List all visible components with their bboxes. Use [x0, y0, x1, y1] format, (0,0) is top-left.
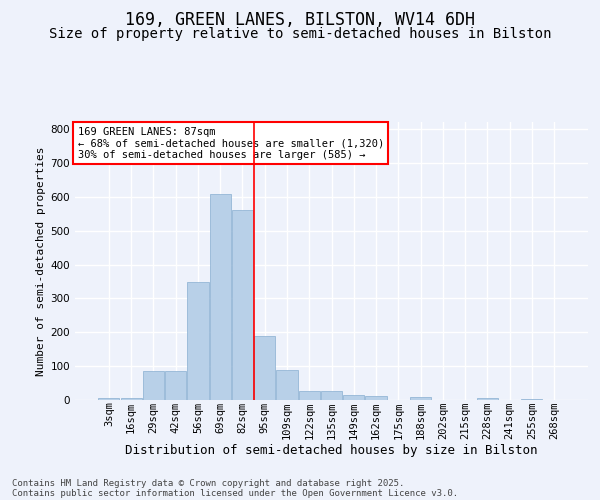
Bar [299, 390, 320, 400]
Bar [121, 398, 142, 400]
Bar [343, 395, 364, 400]
X-axis label: Distribution of semi-detached houses by size in Bilston: Distribution of semi-detached houses by … [125, 444, 538, 458]
Bar [365, 396, 386, 400]
Bar [521, 398, 542, 400]
Bar [277, 370, 298, 400]
Bar [98, 398, 119, 400]
Bar [143, 371, 164, 400]
Text: 169 GREEN LANES: 87sqm
← 68% of semi-detached houses are smaller (1,320)
30% of : 169 GREEN LANES: 87sqm ← 68% of semi-det… [77, 126, 384, 160]
Bar [254, 336, 275, 400]
Text: 169, GREEN LANES, BILSTON, WV14 6DH: 169, GREEN LANES, BILSTON, WV14 6DH [125, 11, 475, 29]
Text: Contains public sector information licensed under the Open Government Licence v3: Contains public sector information licen… [12, 488, 458, 498]
Bar [232, 210, 253, 400]
Bar [410, 398, 431, 400]
Text: Contains HM Land Registry data © Crown copyright and database right 2025.: Contains HM Land Registry data © Crown c… [12, 478, 404, 488]
Bar [321, 390, 342, 400]
Text: Size of property relative to semi-detached houses in Bilston: Size of property relative to semi-detach… [49, 27, 551, 41]
Bar [165, 371, 186, 400]
Bar [209, 194, 231, 400]
Bar [187, 282, 209, 400]
Bar [477, 398, 498, 400]
Y-axis label: Number of semi-detached properties: Number of semi-detached properties [37, 146, 46, 376]
